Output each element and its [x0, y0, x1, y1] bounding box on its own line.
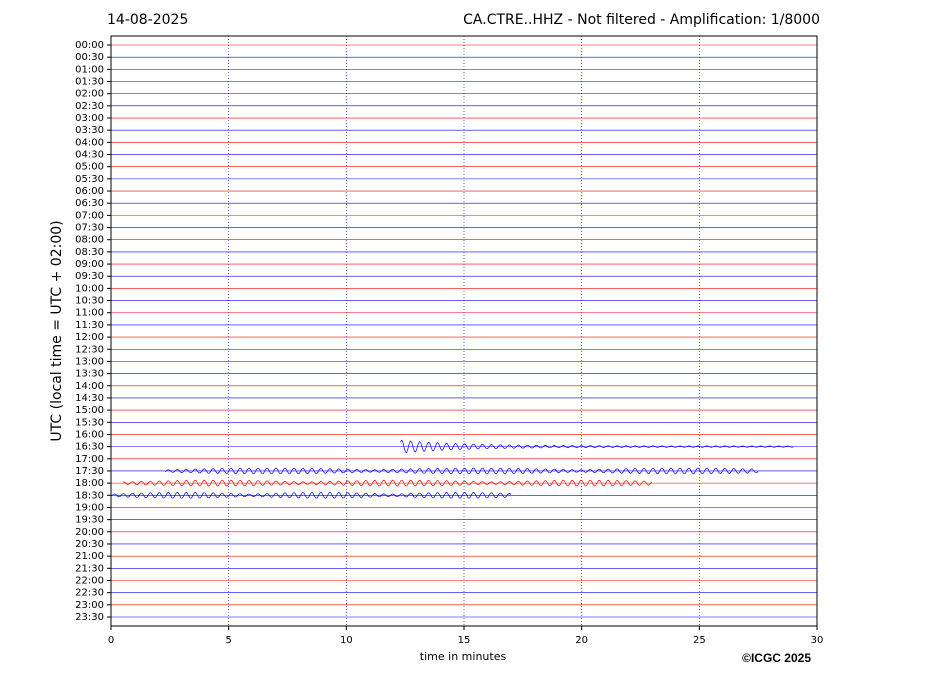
- y-tick-label: 23:30: [75, 612, 104, 623]
- y-tick-label: 21:00: [75, 551, 104, 562]
- y-tick-label: 02:00: [75, 89, 104, 100]
- y-tick-label: 16:30: [75, 442, 104, 453]
- y-tick-label: 08:30: [75, 247, 104, 258]
- x-tick-label: 0: [108, 635, 114, 646]
- y-tick-label: 21:30: [75, 563, 104, 574]
- y-tick-label: 07:30: [75, 223, 104, 234]
- y-tick-label: 08:00: [75, 235, 104, 246]
- y-tick-label: 04:30: [75, 150, 104, 161]
- y-tick-label: 19:00: [75, 502, 104, 513]
- x-tick-label: 10: [340, 635, 353, 646]
- y-tick-label: 09:30: [75, 271, 104, 282]
- y-tick-label: 10:30: [75, 296, 104, 307]
- y-tick-label: 17:30: [75, 466, 104, 477]
- y-tick-label: 04:00: [75, 137, 104, 148]
- y-tick-label: 23:00: [75, 600, 104, 611]
- y-tick-label: 17:00: [75, 454, 104, 465]
- x-tick-label: 15: [458, 635, 471, 646]
- y-tick-label: 18:00: [75, 478, 104, 489]
- y-tick-label: 05:30: [75, 174, 104, 185]
- credit: ©ICGC 2025: [742, 651, 811, 665]
- y-tick-label: 15:30: [75, 417, 104, 428]
- x-tick-label: 5: [225, 635, 231, 646]
- y-tick-label: 06:30: [75, 198, 104, 209]
- event-waveform: [400, 439, 794, 454]
- y-axis-label: UTC (local time = UTC + 02:00): [49, 220, 65, 441]
- chart-date: 14-08-2025: [107, 12, 188, 28]
- y-tick-label: 22:00: [75, 575, 104, 586]
- y-tick-label: 01:30: [75, 77, 104, 88]
- y-tick-label: 13:30: [75, 369, 104, 380]
- y-tick-label: 16:00: [75, 429, 104, 440]
- y-tick-label: 19:30: [75, 515, 104, 526]
- event-waveform: [110, 491, 512, 499]
- x-tick-label: 20: [575, 635, 588, 646]
- y-tick-label: 12:30: [75, 344, 104, 355]
- y-tick-label: 11:30: [75, 320, 104, 331]
- y-tick-label: 20:30: [75, 539, 104, 550]
- x-tick-label: 25: [693, 635, 706, 646]
- y-tick-label: 01:00: [75, 64, 104, 75]
- y-tick-label: 18:30: [75, 490, 104, 501]
- y-tick-label: 09:00: [75, 259, 104, 270]
- event-waveform: [164, 467, 759, 475]
- y-tick-label: 20:00: [75, 527, 104, 538]
- y-tick-label: 03:00: [75, 113, 104, 124]
- y-tick-label: 07:00: [75, 210, 104, 221]
- y-tick-label: 00:30: [75, 52, 104, 63]
- y-tick-label: 15:00: [75, 405, 104, 416]
- y-tick-label: 12:00: [75, 332, 104, 343]
- y-tick-label: 10:00: [75, 283, 104, 294]
- event-waveform: [122, 479, 653, 487]
- y-tick-label: 03:30: [75, 125, 104, 136]
- x-tick-label: 30: [811, 635, 824, 646]
- y-tick-label: 06:00: [75, 186, 104, 197]
- y-tick-label: 14:00: [75, 381, 104, 392]
- y-tick-label: 22:30: [75, 588, 104, 599]
- x-axis-label: time in minutes: [420, 650, 507, 663]
- y-tick-label: 05:00: [75, 162, 104, 173]
- y-tick-label: 14:30: [75, 393, 104, 404]
- chart-title: CA.CTRE..HHZ - Not filtered - Amplificat…: [463, 12, 820, 28]
- y-tick-label: 13:00: [75, 356, 104, 367]
- y-tick-label: 00:00: [75, 40, 104, 51]
- y-tick-label: 02:30: [75, 101, 104, 112]
- y-tick-label: 11:00: [75, 308, 104, 319]
